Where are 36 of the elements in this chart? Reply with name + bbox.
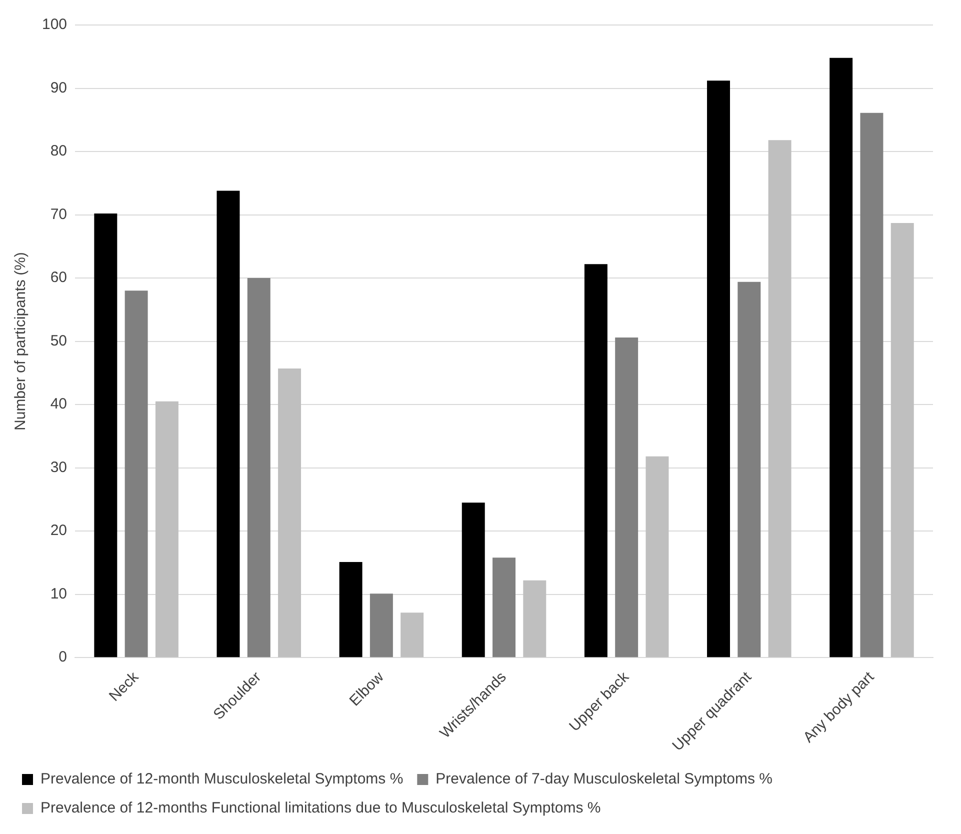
y-tick-label: 90 (50, 79, 68, 96)
bar (462, 502, 485, 658)
bar (216, 190, 240, 658)
y-tick-label: 80 (50, 142, 68, 160)
bar (738, 282, 761, 658)
y-axis-title: Number of participants (%) (12, 252, 30, 430)
bar (155, 401, 178, 658)
bar (584, 264, 608, 658)
bar (830, 58, 853, 658)
bar (768, 140, 792, 658)
bar (646, 456, 669, 658)
bar (247, 278, 270, 658)
y-tick-label: 100 (42, 16, 68, 34)
legend-label: Prevalence of 12-month Musculoskeletal Symptoms % (40, 770, 404, 788)
bar (523, 580, 546, 658)
bar (615, 337, 638, 658)
bar (370, 594, 393, 658)
y-tick-label: 40 (50, 396, 68, 413)
bar (890, 222, 914, 658)
bar (400, 612, 424, 658)
y-tick-label: 20 (50, 522, 68, 540)
y-tick-label: 10 (50, 585, 68, 602)
bar (339, 562, 362, 658)
bar (860, 112, 884, 658)
legend-label: Prevalence of 7-day Musculoskeletal Symptoms % (436, 770, 772, 788)
y-tick-label: 0 (58, 648, 68, 666)
y-tick-label: 30 (50, 458, 68, 476)
bar (492, 558, 516, 658)
bar (94, 214, 118, 658)
y-tick-label: 70 (50, 206, 68, 223)
y-tick-label: 60 (50, 269, 68, 286)
bar (124, 290, 148, 658)
bar (278, 368, 302, 658)
legend-label: Prevalence of 12-months Functional limitations due to Musculoskeletal Symptoms % (40, 800, 601, 817)
y-tick-label: 50 (50, 332, 68, 350)
bar (707, 80, 730, 658)
